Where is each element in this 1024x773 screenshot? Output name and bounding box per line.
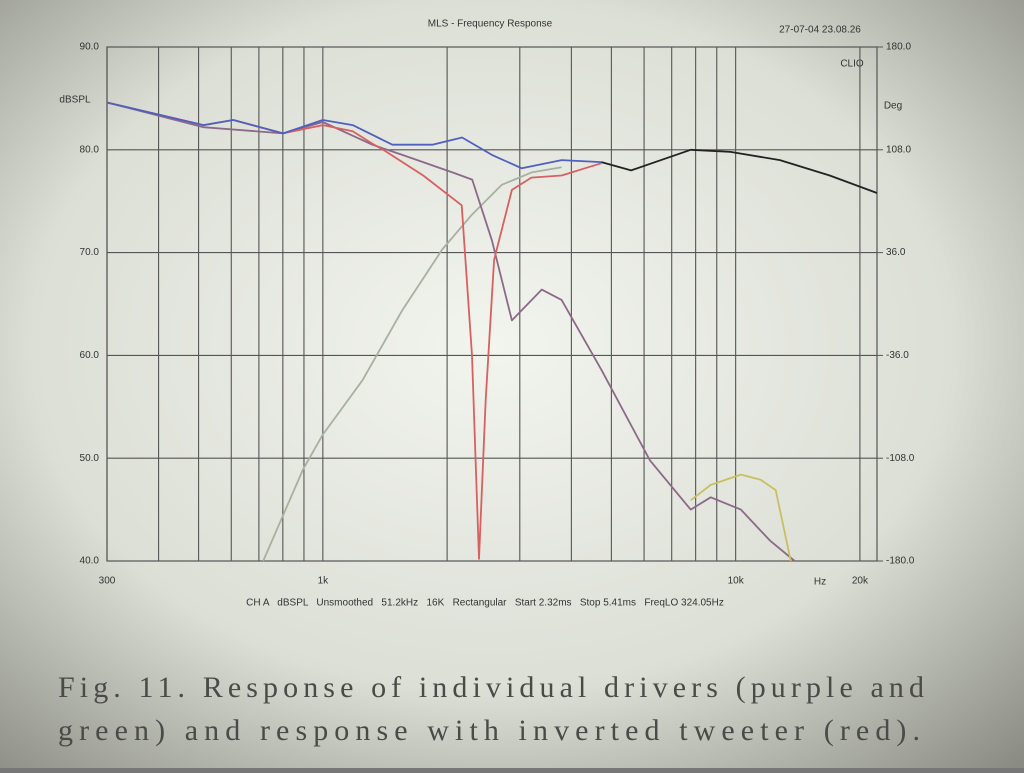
- y2-tick-label: 108.0: [886, 144, 911, 155]
- y2-tick-label: -36.0: [886, 350, 909, 361]
- x-tick-label: 1k: [318, 576, 330, 587]
- series-line: [106, 101, 602, 170]
- y-tick-label: 90.0: [80, 42, 100, 53]
- y-label: dBSPL: [59, 95, 91, 106]
- y-tick-label: 40.0: [80, 556, 100, 567]
- x-tick-label: 10k: [728, 576, 745, 587]
- y-tick-label: 60.0: [80, 350, 100, 361]
- y2-tick-label: 36.0: [886, 247, 906, 258]
- y-tick-label: 70.0: [80, 247, 100, 258]
- y2-label: Deg: [884, 101, 902, 112]
- timestamp: 27-07-04 23.08.26: [779, 25, 861, 36]
- x-tick-label: 20k: [852, 576, 869, 587]
- y2-tick-label: 180.0: [886, 42, 911, 53]
- x-label: Hz: [814, 577, 826, 588]
- brand: CLIO: [840, 59, 864, 70]
- x-tick-label: 300: [99, 576, 116, 587]
- y-tick-label: 50.0: [80, 453, 100, 464]
- series-line: [262, 166, 562, 562]
- caption: Fig. 11. Response of individual drivers …: [58, 671, 924, 704]
- chart-title: MLS - Frequency Response: [428, 19, 553, 30]
- series-line: [601, 148, 878, 194]
- y2-tick-label: -108.0: [886, 453, 915, 464]
- series-line: [106, 101, 796, 562]
- y2-tick-label: -180.0: [886, 556, 915, 567]
- series-line: [690, 473, 792, 562]
- y-tick-label: 80.0: [80, 144, 100, 155]
- footer: CH A dBSPL Unsmoothed 51.2kHz 16K Rectan…: [246, 598, 724, 609]
